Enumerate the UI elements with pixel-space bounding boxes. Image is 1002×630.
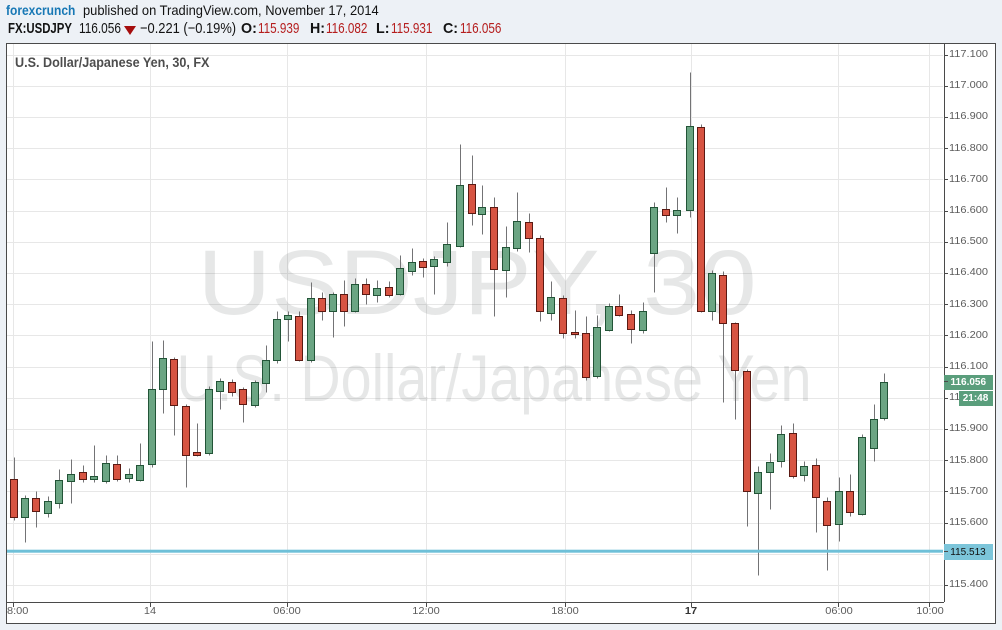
svg-text:U.S. Dollar/Japanese Yen: U.S. Dollar/Japanese Yen bbox=[177, 341, 812, 415]
svg-text:USDJPY, 30: USDJPY, 30 bbox=[198, 232, 757, 334]
